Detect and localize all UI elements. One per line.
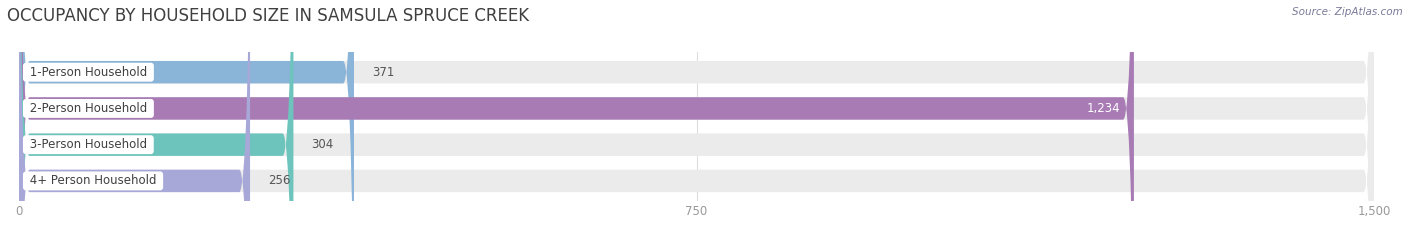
FancyBboxPatch shape (18, 0, 1374, 233)
Text: 1,234: 1,234 (1087, 102, 1121, 115)
Text: 256: 256 (269, 175, 291, 187)
Text: 3-Person Household: 3-Person Household (25, 138, 150, 151)
FancyBboxPatch shape (18, 0, 1374, 233)
FancyBboxPatch shape (18, 0, 250, 233)
Text: 304: 304 (312, 138, 333, 151)
Text: 371: 371 (373, 66, 395, 79)
Text: 1-Person Household: 1-Person Household (25, 66, 150, 79)
FancyBboxPatch shape (18, 0, 354, 233)
FancyBboxPatch shape (18, 0, 294, 233)
Text: OCCUPANCY BY HOUSEHOLD SIZE IN SAMSULA SPRUCE CREEK: OCCUPANCY BY HOUSEHOLD SIZE IN SAMSULA S… (7, 7, 529, 25)
Text: 4+ Person Household: 4+ Person Household (25, 175, 160, 187)
FancyBboxPatch shape (18, 0, 1374, 233)
FancyBboxPatch shape (18, 0, 1133, 233)
Text: 2-Person Household: 2-Person Household (25, 102, 150, 115)
Text: Source: ZipAtlas.com: Source: ZipAtlas.com (1292, 7, 1403, 17)
FancyBboxPatch shape (18, 0, 1374, 233)
